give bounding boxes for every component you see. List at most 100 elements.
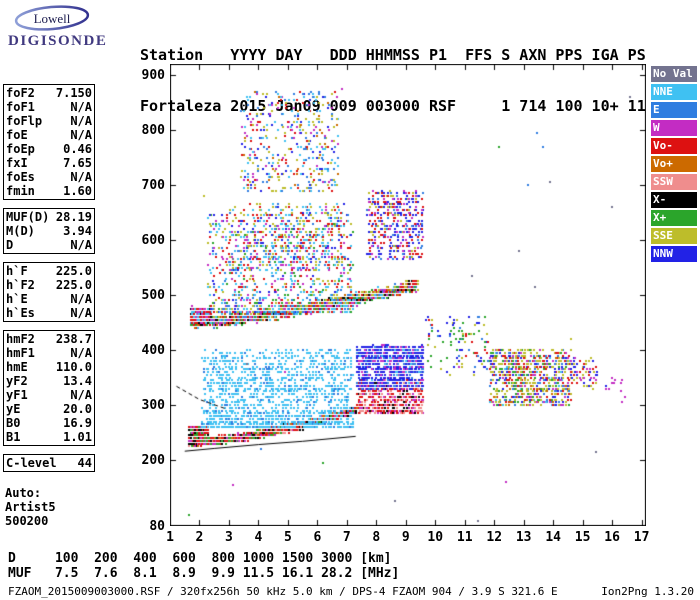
param-value: N/A (70, 292, 92, 306)
param-value: 7.65 (63, 156, 92, 170)
param-value: N/A (70, 238, 92, 252)
param-ye: yE 20.0 (6, 402, 92, 416)
param-d: D N/A (6, 238, 92, 252)
param-label: foEp (6, 142, 35, 156)
distance-row: D 100 200 400 600 800 1000 1500 3000 [km… (8, 551, 392, 566)
parameter-group: hmF2 238.7 hmF1 N/A hmE 110.0 yF2 13.4 yF1 N/A yE 2… (3, 330, 95, 446)
param-value: 44 (77, 456, 92, 470)
param-foflp: foFlp N/A (6, 114, 92, 128)
param-label: foF2 (6, 86, 35, 100)
param-foes: foEs N/A (6, 170, 92, 184)
y-tick-label: 700 (141, 178, 165, 193)
y-tick-label: 200 (141, 453, 165, 468)
legend-item-x-: X- (651, 192, 697, 208)
param-fof2: foF2 7.150 (6, 86, 92, 100)
param-label: hmE (6, 360, 28, 374)
param-value: N/A (70, 388, 92, 402)
legend-item-nne: NNE (651, 84, 697, 100)
param-label: MUF(D) (6, 210, 50, 224)
parameter-group: C-level 44 (3, 454, 95, 472)
x-tick-label: 15 (574, 530, 591, 545)
axis-labels: 1 2 3 4 5 6 7 8 9 10 11 12 13 14 15 16 17 900 800 700 600 500… (142, 64, 650, 545)
param-foep: foEp 0.46 (6, 142, 92, 156)
param-label: yF2 (6, 374, 28, 388)
x-tick-label: 5 (283, 530, 292, 545)
param-mufd: MUF(D) 28.19 (6, 210, 92, 224)
param-label: h`F2 (6, 278, 35, 292)
param-value: 7.150 (55, 86, 92, 100)
legend-item-ssw: SSW (651, 174, 697, 190)
param-value: N/A (70, 170, 92, 184)
autoscaling-info: Auto: Artist5 500200 (3, 486, 95, 528)
lowell-digisonde-logo: Lowell DIGISONDE (6, 4, 128, 52)
param-value: 13.4 (63, 374, 92, 388)
param-label: h`E (6, 292, 28, 306)
param-label: fxI (6, 156, 28, 170)
param-b0: B0 16.9 (6, 416, 92, 430)
scaled-parameters-panel: foF2 7.150 foF1 N/A foFlp N/A foE N/A foEp 0.46 fx… (3, 84, 95, 528)
param-value: 20.0 (63, 402, 92, 416)
param-yf2: yF2 13.4 (6, 374, 92, 388)
param-md: M(D) 3.94 (6, 224, 92, 238)
param-hmf2: hmF2 238.7 (6, 332, 92, 346)
parameter-group: h`F 225.0 h`F2 225.0 h`E N/A h`Es N/A (3, 262, 95, 322)
x-tick-label: 14 (545, 530, 561, 545)
param-label: yF1 (6, 388, 28, 402)
x-tick-label: 4 (254, 530, 263, 545)
footer-program-version: Ion2Png 1.3.20 (601, 585, 694, 598)
logo-digisonde-text: DIGISONDE (8, 33, 107, 49)
param-label: h`Es (6, 306, 35, 320)
param-b1: B1 1.01 (6, 430, 92, 444)
param-value: N/A (70, 114, 92, 128)
legend-item-vo-: Vo+ (651, 156, 697, 172)
x-tick-label: 12 (486, 530, 503, 545)
param-value: 225.0 (55, 264, 92, 278)
param-fxi: fxI 7.65 (6, 156, 92, 170)
x-tick-label: 13 (515, 530, 532, 545)
x-tick-label: 17 (633, 530, 650, 545)
y-tick-label: 400 (141, 343, 165, 358)
y-tick-label: 800 (141, 123, 165, 138)
param-fof1: foF1 N/A (6, 100, 92, 114)
param-clevel: C-level 44 (6, 456, 92, 470)
param-fmin: fmin 1.60 (6, 184, 92, 198)
ionogram-canvas (170, 64, 646, 526)
x-tick-label: 9 (401, 530, 410, 545)
direction-legend: No Val NNE E W Vo- Vo+ SSW X- X+ SSE NNW (651, 66, 697, 264)
param-label: D (6, 238, 14, 252)
param-label: M(D) (6, 224, 35, 238)
param-hmf1: hmF1 N/A (6, 346, 92, 360)
legend-item-sse: SSE (651, 228, 697, 244)
x-tick-label: 11 (456, 530, 473, 545)
x-tick-label: 8 (372, 530, 381, 545)
parameter-groups: foF2 7.150 foF1 N/A foFlp N/A foE N/A foEp 0.46 fx… (3, 84, 95, 472)
header-column-titles: Station YYYY DAY DDD HHMMSS P1 FFS S AXN… (140, 46, 646, 64)
x-tick-label: 2 (195, 530, 204, 545)
x-tick-label: 6 (313, 530, 322, 545)
parameter-group: MUF(D) 28.19 M(D) 3.94 D N/A (3, 208, 95, 254)
param-hes: h`Es N/A (6, 306, 92, 320)
param-label: B1 (6, 430, 21, 444)
param-value: 110.0 (55, 360, 92, 374)
x-tick-label: 3 (225, 530, 233, 545)
legend-item-noval: No Val (651, 66, 697, 82)
param-label: hmF2 (6, 332, 35, 346)
param-hf: h`F 225.0 (6, 264, 92, 278)
param-label: hmF1 (6, 346, 35, 360)
file-footer: FZAOM_2015009003000.RSF / 320fx256h 50 k… (8, 585, 694, 598)
y-tick-label: 300 (141, 398, 165, 413)
legend-item-vo-: Vo- (651, 138, 697, 154)
autoscaler-line: 500200 (5, 514, 49, 528)
param-label: B0 (6, 416, 21, 430)
autoscaler-line: Artist5 (5, 500, 56, 514)
y-tick-label: 600 (141, 233, 165, 248)
param-value: 3.94 (63, 224, 92, 238)
legend-item-e: E (651, 102, 697, 118)
y-tick-label: 80 (149, 519, 165, 534)
param-label: yE (6, 402, 21, 416)
parameter-group: foF2 7.150 foF1 N/A foFlp N/A foE N/A foEp 0.46 fx… (3, 84, 95, 200)
param-hme: hmE 110.0 (6, 360, 92, 374)
x-tick-label: 10 (427, 530, 444, 545)
y-tick-label: 500 (141, 288, 165, 303)
param-foe: foE N/A (6, 128, 92, 142)
